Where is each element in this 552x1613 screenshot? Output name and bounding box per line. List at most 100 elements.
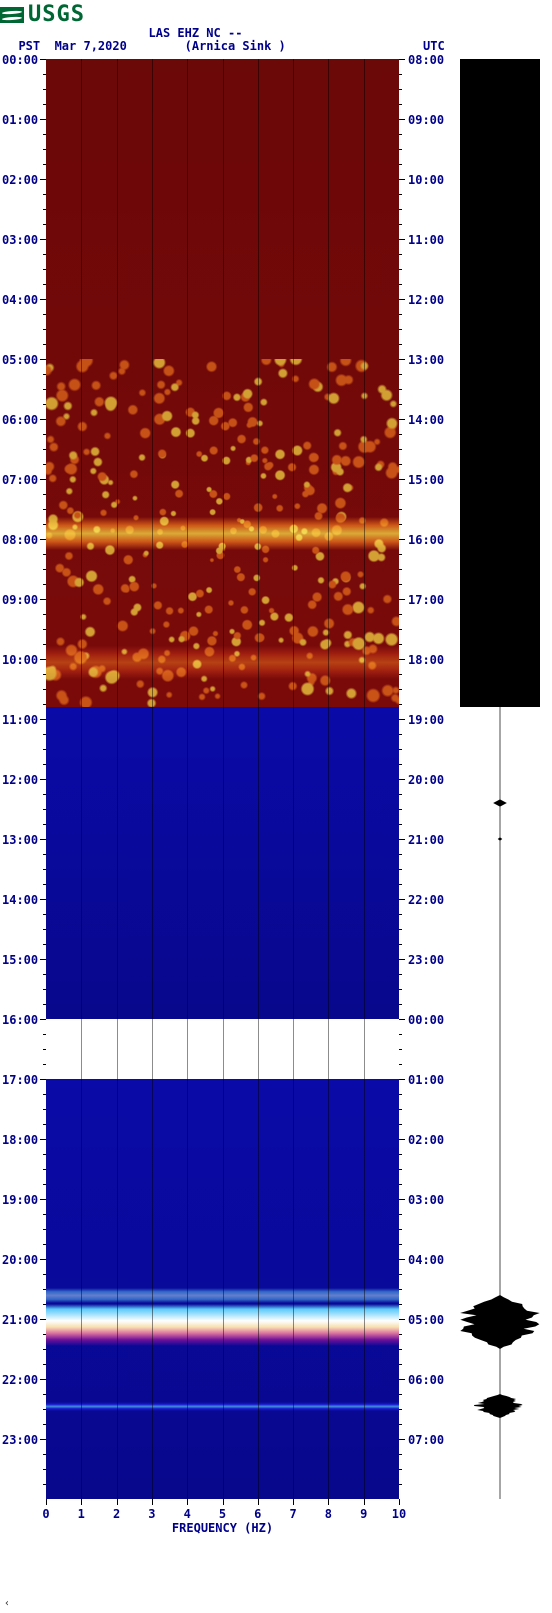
y-left-minor-tick xyxy=(43,104,46,105)
y-right-minor-tick xyxy=(399,269,402,270)
y-left-minor-tick xyxy=(43,209,46,210)
y-right-label: 01:00 xyxy=(408,1073,444,1087)
y-right-minor-tick xyxy=(399,1244,402,1245)
y-left-minor-tick xyxy=(43,134,46,135)
y-right-tick xyxy=(399,1439,405,1440)
y-left-minor-tick xyxy=(43,269,46,270)
spectrogram xyxy=(46,59,399,1499)
station-line-2: PST Mar 7,2020 (Arnica Sink ) UTC xyxy=(0,40,552,53)
y-left-label: 23:00 xyxy=(2,1433,38,1447)
y-right-minor-tick xyxy=(399,1274,402,1275)
y-right-minor-tick xyxy=(399,569,402,570)
y-right-tick xyxy=(399,779,405,780)
y-right-label: 05:00 xyxy=(408,1313,444,1327)
spectro-gridline xyxy=(81,59,82,1499)
y-left-label: 02:00 xyxy=(2,173,38,187)
y-right-label: 04:00 xyxy=(408,1253,444,1267)
x-tick xyxy=(152,1499,153,1505)
y-left-minor-tick xyxy=(43,1274,46,1275)
y-right-label: 00:00 xyxy=(408,1013,444,1027)
y-right-label: 11:00 xyxy=(408,233,444,247)
y-left-minor-tick xyxy=(43,1109,46,1110)
y-left-minor-tick xyxy=(43,1349,46,1350)
y-right-label: 15:00 xyxy=(408,473,444,487)
y-left-tick xyxy=(40,1139,46,1140)
y-right-tick xyxy=(399,719,405,720)
y-left-tick xyxy=(40,539,46,540)
y-right-label: 07:00 xyxy=(408,1433,444,1447)
y-left-minor-tick xyxy=(43,344,46,345)
y-right-minor-tick xyxy=(399,1064,402,1065)
y-right-label: 17:00 xyxy=(408,593,444,607)
y-right-minor-tick xyxy=(399,404,402,405)
y-left-minor-tick xyxy=(43,944,46,945)
y-left-label: 04:00 xyxy=(2,293,38,307)
y-right-minor-tick xyxy=(399,869,402,870)
y-right-minor-tick xyxy=(399,314,402,315)
y-left-label: 13:00 xyxy=(2,833,38,847)
y-left-label: 14:00 xyxy=(2,893,38,907)
y-right-minor-tick xyxy=(399,1094,402,1095)
y-right-minor-tick xyxy=(399,134,402,135)
y-right-minor-tick xyxy=(399,1229,402,1230)
spectro-gridline xyxy=(364,59,365,1499)
y-right-label: 18:00 xyxy=(408,653,444,667)
spectro-gridline xyxy=(117,59,118,1499)
y-right-minor-tick xyxy=(399,1304,402,1305)
x-label: 8 xyxy=(325,1507,332,1521)
y-right-label: 08:00 xyxy=(408,53,444,67)
y-right-minor-tick xyxy=(399,974,402,975)
y-left-tick xyxy=(40,1079,46,1080)
y-right-minor-tick xyxy=(399,914,402,915)
y-right-tick xyxy=(399,1139,405,1140)
plot-area: 00:0001:0002:0003:0004:0005:0006:0007:00… xyxy=(0,59,552,1539)
y-right-minor-tick xyxy=(399,644,402,645)
y-right-label: 16:00 xyxy=(408,533,444,547)
usgs-logo: USGS xyxy=(0,0,552,27)
spectro-gridline xyxy=(258,59,259,1499)
y-right-tick xyxy=(399,119,405,120)
y-left-tick xyxy=(40,299,46,300)
y-right-minor-tick xyxy=(399,764,402,765)
y-right-minor-tick xyxy=(399,674,402,675)
spectro-gridline xyxy=(152,59,153,1499)
y-left-tick xyxy=(40,1019,46,1020)
x-label: 3 xyxy=(148,1507,155,1521)
x-tick xyxy=(223,1499,224,1505)
y-right-label: 06:00 xyxy=(408,1373,444,1387)
x-axis: 012345678910FREQUENCY (HZ) xyxy=(46,1499,399,1539)
y-right-label: 02:00 xyxy=(408,1133,444,1147)
y-left-tick xyxy=(40,899,46,900)
x-label: 9 xyxy=(360,1507,367,1521)
y-left-minor-tick xyxy=(43,1154,46,1155)
y-right-tick xyxy=(399,1319,405,1320)
y-right-minor-tick xyxy=(399,1109,402,1110)
y-left-minor-tick xyxy=(43,1364,46,1365)
y-right-minor-tick xyxy=(399,164,402,165)
y-right-tick xyxy=(399,1019,405,1020)
y-left-minor-tick xyxy=(43,614,46,615)
y-left-minor-tick xyxy=(43,929,46,930)
y-left-minor-tick xyxy=(43,569,46,570)
logo-text: USGS xyxy=(28,2,85,27)
y-right-minor-tick xyxy=(399,794,402,795)
y-left-tick xyxy=(40,1199,46,1200)
y-left-minor-tick xyxy=(43,1124,46,1125)
y-left-minor-tick xyxy=(43,1289,46,1290)
y-right-minor-tick xyxy=(399,1154,402,1155)
y-left-tick xyxy=(40,179,46,180)
y-right-minor-tick xyxy=(399,749,402,750)
y-right-minor-tick xyxy=(399,1349,402,1350)
y-left-minor-tick xyxy=(43,509,46,510)
y-right-tick xyxy=(399,959,405,960)
y-right-minor-tick xyxy=(399,524,402,525)
y-left-tick xyxy=(40,1379,46,1380)
y-left-minor-tick xyxy=(43,74,46,75)
y-right-tick xyxy=(399,1259,405,1260)
y-left-minor-tick xyxy=(43,404,46,405)
spectro-gridline xyxy=(223,59,224,1499)
y-right-tick xyxy=(399,479,405,480)
y-left-minor-tick xyxy=(43,869,46,870)
chart-header: LAS EHZ NC -- PST Mar 7,2020 (Arnica Sin… xyxy=(0,27,552,53)
spectro-gridline xyxy=(187,59,188,1499)
